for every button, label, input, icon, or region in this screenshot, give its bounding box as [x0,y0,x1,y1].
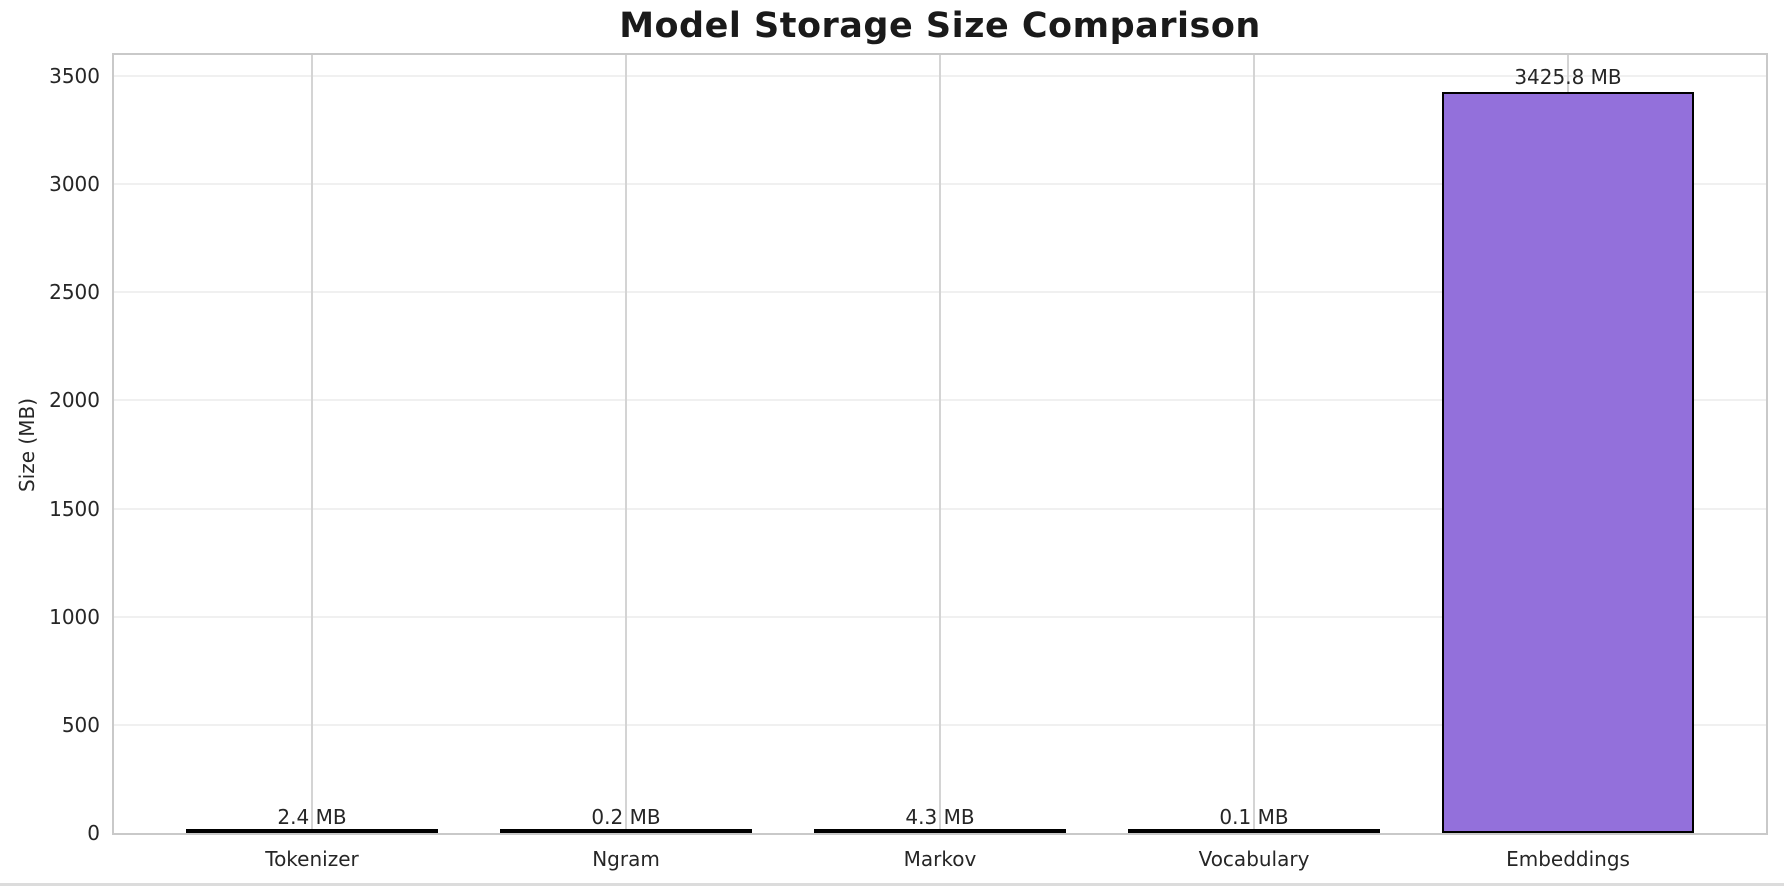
x-tick-label-vocabulary: Vocabulary [1198,847,1310,871]
y-tick-label: 2000 [49,388,100,413]
bar-markov [814,829,1066,833]
bar-value-label: 3425.8 MB [1514,65,1622,90]
x-tick-label-markov: Markov [903,847,977,871]
bar-embeddings [1442,92,1694,833]
bar-value-label: 4.3 MB [905,805,975,829]
bar-ngram [500,829,752,833]
y-tick-label: 2500 [49,280,100,305]
y-tick-label: 0 [87,821,100,845]
gridline-vertical [625,55,627,833]
y-tick-label: 1500 [49,496,100,521]
y-tick-label: 3500 [49,64,100,88]
window-bottom-edge [0,883,1784,886]
x-tick-label-ngram: Ngram [592,847,660,871]
y-tick-label: 1000 [49,604,100,629]
y-axis-label: Size (MB) [15,398,39,492]
gridline-vertical [311,55,313,833]
bar-tokenizer [186,829,438,833]
y-tick-label: 3000 [49,172,100,197]
x-tick-label-tokenizer: Tokenizer [265,847,359,871]
chart-title: Model Storage Size Comparison [619,6,1261,46]
bar-vocabulary [1128,829,1380,833]
plot-area: 2.4 MB 0.2 MB 4.3 MB 0.1 MB 3425.8 MB [112,53,1768,835]
gridline-vertical [1253,55,1255,833]
y-tick-label: 500 [61,712,100,737]
x-tick-label-embeddings: Embeddings [1506,847,1630,871]
bar-value-label: 0.1 MB [1219,805,1289,829]
gridline-vertical [939,55,941,833]
bar-value-label: 0.2 MB [591,805,661,829]
bar-value-label: 2.4 MB [277,805,347,829]
